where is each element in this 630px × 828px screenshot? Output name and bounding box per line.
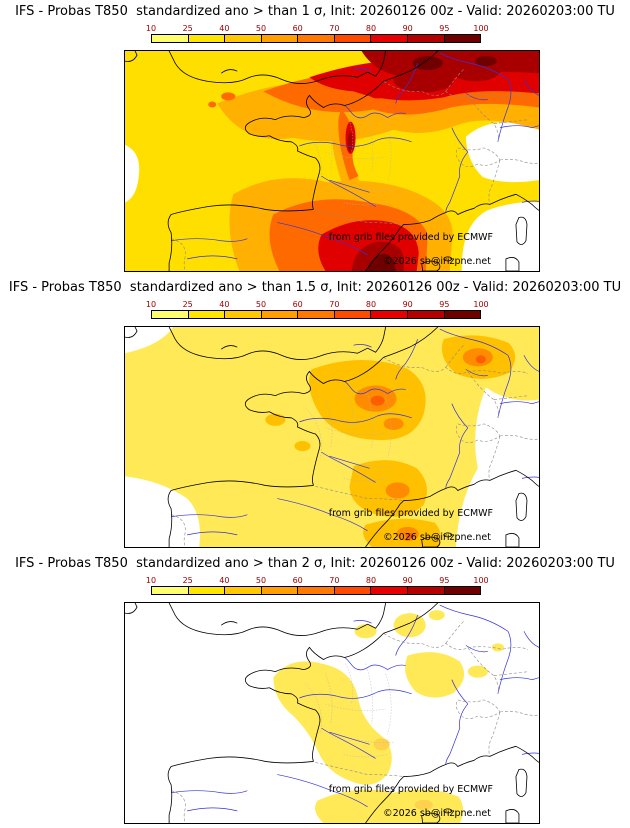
colorbar-tick-label: 60	[292, 24, 303, 33]
colorbar-tick-label: 80	[365, 24, 377, 33]
colorbar-tick-label: 25	[182, 300, 193, 309]
colorbar-cell	[334, 587, 372, 594]
colorbar-tick-label: 90	[402, 300, 413, 309]
copyright-text: ©2026 sb@irizpne.net	[383, 808, 491, 819]
colorbar-cell	[225, 35, 262, 42]
colorbar-tick-label: 95	[439, 300, 450, 309]
colorbar-cell	[152, 587, 189, 594]
probability-map-gt-2-sigma: from grib files provided by ECMWF ©2026 …	[124, 602, 540, 824]
ecmwf-credit-text: from grib files provided by ECMWF	[328, 784, 493, 795]
colorbar-tick-label: 50	[255, 300, 267, 309]
colorbar-tick-label: 25	[182, 576, 193, 585]
map-svg	[125, 327, 539, 547]
colorbar-tick-label: 70	[329, 24, 340, 33]
colorbar-cell	[152, 311, 189, 318]
colorbar-cell	[444, 35, 481, 42]
probability-colorbar: 10 25 40 50 60 70 80 90 95 100	[146, 576, 489, 595]
colorbar-tick-label: 40	[219, 576, 230, 585]
colorbar-cell	[188, 311, 226, 318]
panel-prob-gt-2-sigma: IFS - Probas T850 standardized ano > tha…	[0, 552, 630, 828]
colorbar-strip	[151, 586, 481, 595]
prob-fill-gt-1-sigma	[125, 51, 539, 271]
colorbar-strip	[151, 34, 481, 43]
colorbar-cell	[444, 587, 481, 594]
colorbar-cell	[371, 587, 408, 594]
colorbar-cell	[298, 587, 335, 594]
colorbar-tick-label: 40	[219, 300, 230, 309]
colorbar-tick-label: 90	[402, 24, 413, 33]
colorbar-cell	[407, 587, 445, 594]
colorbar-cell	[225, 587, 262, 594]
colorbar-tick-label: 40	[219, 24, 230, 33]
copyright-text: ©2026 sb@irizpne.net	[383, 256, 491, 267]
colorbar-tick-label: 70	[329, 576, 340, 585]
probability-colorbar: 10 25 40 50 60 70 80 90 95 100	[146, 24, 489, 43]
colorbar-cell	[261, 311, 299, 318]
colorbar-tick-labels: 10 25 40 50 60 70 80 90 95 100	[146, 300, 489, 310]
colorbar-tick-labels: 10 25 40 50 60 70 80 90 95 100	[146, 24, 489, 34]
colorbar-cell	[444, 311, 481, 318]
probability-map-gt-1-sigma: from grib files provided by ECMWF ©2026 …	[124, 50, 540, 272]
colorbar-cell	[334, 35, 372, 42]
panel-prob-gt-1-sigma: IFS - Probas T850 standardized ano > tha…	[0, 0, 630, 276]
map-svg	[125, 51, 539, 271]
colorbar-cell	[371, 35, 408, 42]
colorbar-tick-label: 90	[402, 576, 413, 585]
colorbar-cell	[371, 311, 408, 318]
map-svg	[125, 603, 539, 823]
colorbar-tick-label: 10	[145, 300, 157, 309]
colorbar-tick-label: 80	[365, 576, 377, 585]
probability-colorbar: 10 25 40 50 60 70 80 90 95 100	[146, 300, 489, 319]
ecmwf-credit-text: from grib files provided by ECMWF	[328, 232, 493, 243]
panel-title: IFS - Probas T850 standardized ano > tha…	[8, 280, 622, 295]
colorbar-cell	[298, 35, 335, 42]
colorbar-cell	[261, 35, 299, 42]
colorbar-tick-label: 60	[292, 300, 303, 309]
colorbar-tick-labels: 10 25 40 50 60 70 80 90 95 100	[146, 576, 489, 586]
panel-title: IFS - Probas T850 standardized ano > tha…	[15, 4, 615, 19]
colorbar-tick-label: 95	[439, 24, 450, 33]
colorbar-cell	[152, 35, 189, 42]
colorbar-cell	[334, 311, 372, 318]
colorbar-strip	[151, 310, 481, 319]
ecmwf-credit-text: from grib files provided by ECMWF	[328, 508, 493, 519]
colorbar-tick-label: 10	[145, 576, 157, 585]
colorbar-tick-label: 25	[182, 24, 193, 33]
colorbar-tick-label: 100	[473, 24, 489, 33]
colorbar-tick-label: 50	[255, 24, 267, 33]
colorbar-cell	[407, 311, 445, 318]
panel-title: IFS - Probas T850 standardized ano > tha…	[15, 556, 615, 571]
colorbar-cell	[298, 311, 335, 318]
colorbar-tick-label: 95	[439, 576, 450, 585]
colorbar-cell	[407, 35, 445, 42]
colorbar-cell	[188, 587, 226, 594]
colorbar-tick-label: 60	[292, 576, 303, 585]
colorbar-tick-label: 70	[329, 300, 340, 309]
colorbar-cell	[261, 587, 299, 594]
copyright-text: ©2026 sb@irizpne.net	[383, 532, 491, 543]
colorbar-cell	[225, 311, 262, 318]
colorbar-tick-label: 50	[255, 576, 267, 585]
panel-prob-gt-1.5-sigma: IFS - Probas T850 standardized ano > tha…	[0, 276, 630, 552]
colorbar-tick-label: 100	[473, 300, 489, 309]
colorbar-tick-label: 10	[145, 24, 157, 33]
colorbar-tick-label: 80	[365, 300, 377, 309]
colorbar-cell	[188, 35, 226, 42]
colorbar-tick-label: 100	[473, 576, 489, 585]
probability-map-gt-1.5-sigma: from grib files provided by ECMWF ©2026 …	[124, 326, 540, 548]
